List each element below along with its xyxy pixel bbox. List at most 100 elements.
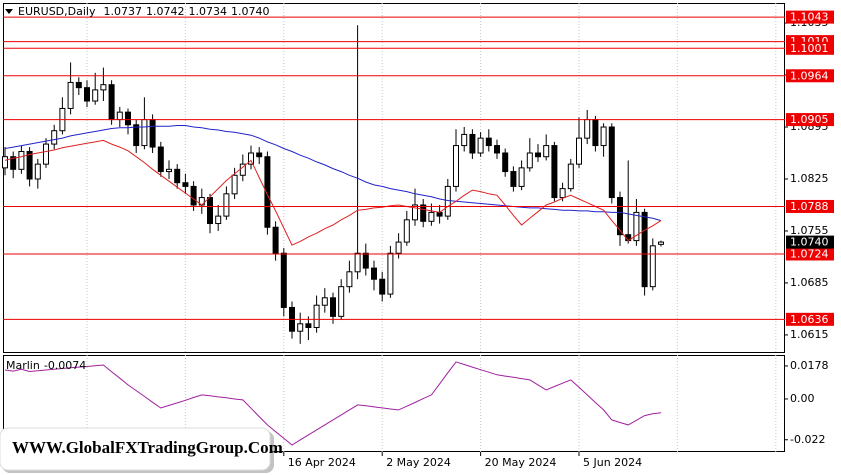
candle-body [51, 130, 58, 145]
candle-body [354, 252, 361, 273]
candle-body [584, 119, 591, 139]
candle-body [436, 211, 443, 217]
candle-body [551, 145, 558, 199]
candle-body [510, 171, 517, 187]
candle-body [576, 137, 582, 165]
indicator-line [4, 361, 662, 446]
candle-body [403, 219, 410, 243]
candle-body [10, 156, 17, 170]
candle-body [330, 297, 336, 317]
candle-body [641, 211, 648, 288]
x-tick-label: 16 Apr 2024 [288, 456, 356, 469]
candle-body [149, 119, 156, 148]
main-pane [3, 3, 785, 353]
plot-area [2, 16, 785, 446]
candle-body [362, 252, 369, 269]
candle-body [174, 168, 181, 184]
y-tick-label: 1.0685 [790, 276, 829, 289]
indicator-pane [3, 355, 785, 452]
candle-body [67, 81, 74, 109]
candle-body [559, 188, 566, 199]
x-tick-label: 2 May 2024 [386, 456, 451, 469]
candle-body [26, 151, 33, 180]
axes: 16 Apr 2024 2 May 2024 20 May 2024 5 Jun 20… [283, 10, 834, 469]
candle-body [321, 297, 328, 306]
candle-body [526, 152, 533, 169]
candle-body [412, 204, 418, 221]
level-label-bg [786, 69, 834, 83]
indicator-header: Marlin -0.0074 [6, 359, 86, 372]
y-tick-label: 0.0178 [790, 359, 829, 372]
level-label-bg [786, 113, 834, 127]
candle-body [600, 126, 607, 147]
candle-body [387, 252, 394, 295]
open-value: 1.0737 [103, 5, 142, 18]
candle-body [608, 126, 615, 199]
candle-body [223, 193, 230, 217]
low-value: 1.0734 [188, 5, 227, 18]
level-label-bg [786, 199, 834, 213]
candle-body [395, 241, 402, 254]
candle-body [649, 245, 656, 288]
candle-body [92, 89, 99, 102]
candle-body [141, 119, 148, 147]
candle-body [166, 168, 172, 173]
candle-body [420, 204, 427, 222]
candle-body [461, 133, 468, 147]
candle-body [428, 211, 435, 222]
y-tick-label: 0.00 [790, 392, 815, 405]
candle-body [125, 111, 131, 126]
candle-body [305, 323, 312, 328]
level-label-bg [786, 247, 834, 261]
moving-average [4, 139, 662, 246]
symbol: EURUSD,Daily [18, 5, 96, 18]
level-label: 1.0964 [790, 69, 829, 82]
x-tick-label: 20 May 2024 [485, 456, 557, 469]
candle-body [34, 163, 41, 180]
candle-body [633, 211, 640, 242]
candle-body [207, 197, 213, 225]
candle-body [592, 119, 599, 147]
x-tick-label: 5 Jun 2024 [583, 456, 642, 469]
candle-body [535, 152, 541, 158]
y-tick-label: 1.0755 [790, 224, 829, 237]
candle-body [477, 137, 484, 154]
indicator-title: Marlin [6, 359, 40, 372]
y-tick-label: -0.022 [790, 433, 825, 446]
candle-body [658, 241, 664, 245]
candle-body [264, 156, 271, 228]
candle-body [256, 152, 263, 158]
level-label-bg [786, 312, 834, 326]
candle-body [231, 174, 238, 195]
level-label-bg [786, 41, 834, 55]
candle-body [567, 163, 574, 190]
level-label: 1.1043 [790, 11, 829, 24]
last-price-label: 1.0740 [790, 236, 829, 249]
candle-body [108, 84, 115, 121]
level-label: 1.0905 [790, 113, 829, 126]
candle-body [18, 151, 25, 170]
candle-body [280, 252, 287, 308]
y-tick-label: 1.0615 [790, 328, 829, 341]
level-label: 1.0724 [790, 247, 829, 260]
candle-body [43, 143, 49, 165]
candle-body [502, 152, 509, 173]
candle-body [453, 145, 459, 187]
watermark-box: WWW.GlobalFXTradingGroup.Com [0, 427, 283, 473]
candle-body [469, 133, 476, 154]
candle-body [617, 197, 623, 236]
watermark-bg [0, 427, 271, 471]
candle-body [485, 137, 492, 147]
level-label-bg [786, 10, 834, 24]
y-tick-label: 1.0825 [790, 172, 829, 185]
candle-body [338, 286, 345, 317]
level-label: 1.1001 [790, 42, 829, 55]
candle-body [182, 182, 189, 187]
candle-body [248, 152, 254, 165]
candle-body [379, 278, 386, 295]
candle-body [346, 271, 353, 288]
candle-body [84, 87, 90, 102]
chart-header: EURUSD,Daily 1.0737 1.0742 1.0734 1.0740 [18, 5, 269, 18]
